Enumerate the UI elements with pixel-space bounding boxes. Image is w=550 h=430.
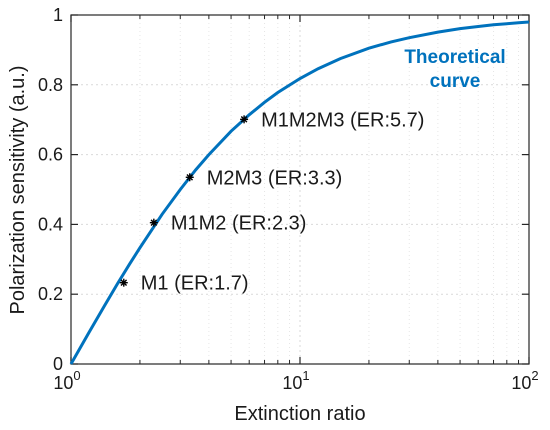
x-tick-exponent: 1 xyxy=(302,368,309,383)
point-label-m1m2: M1M2 (ER:2.3) xyxy=(171,213,307,235)
y-tick-label: 0 xyxy=(53,354,63,374)
x-tick-base: 10 xyxy=(511,373,531,393)
asterisk-stroke xyxy=(186,173,194,181)
x-tick-label: 101 xyxy=(282,368,309,393)
x-tick-base: 10 xyxy=(282,373,302,393)
data-point-m1 xyxy=(119,278,128,287)
y-tick-labels: 0 0.2 0.4 0.6 0.8 1 xyxy=(38,5,63,374)
y-axis-title: Polarization sensitivity (a.u.) xyxy=(7,66,29,315)
curve-label-line1: Theoretical xyxy=(404,47,505,68)
asterisk-stroke xyxy=(120,279,128,286)
chart-grid xyxy=(71,15,529,364)
y-tick-label: 1 xyxy=(53,5,63,25)
x-tick-exponent: 0 xyxy=(73,368,80,383)
x-axis-title: Extinction ratio xyxy=(234,403,365,425)
data-point-m1m2 xyxy=(149,218,158,227)
x-tick-labels: 100 101 102 xyxy=(53,368,538,393)
x-tick-exponent: 2 xyxy=(531,368,538,383)
asterisk-stroke xyxy=(240,116,248,123)
point-label-m1: M1 (ER:1.7) xyxy=(141,273,249,295)
y-tick-label: 0.2 xyxy=(38,284,63,304)
data-point-m1m2m3 xyxy=(240,115,249,124)
tick-marks xyxy=(70,14,530,365)
x-tick-label: 102 xyxy=(511,368,538,393)
asterisk-stroke xyxy=(150,219,158,226)
point-labels: M1 (ER:1.7) M1M2 (ER:2.3) M2M3 (ER:3.3) M1M… xyxy=(141,109,425,294)
y-tick-label: 0.4 xyxy=(38,214,63,234)
theoretical-curve-line xyxy=(69,20,530,365)
curve-label-line2: curve xyxy=(430,71,481,92)
point-label-m2m3: M2M3 (ER:3.3) xyxy=(207,167,343,189)
y-tick-label: 0.6 xyxy=(38,145,63,165)
data-points xyxy=(119,115,249,287)
y-tick-label: 0.8 xyxy=(38,75,63,95)
x-tick-label: 100 xyxy=(53,368,80,393)
point-label-m1m2m3: M1M2M3 (ER:5.7) xyxy=(261,109,424,131)
data-point-m2m3 xyxy=(185,173,194,182)
x-tick-base: 10 xyxy=(53,373,73,393)
